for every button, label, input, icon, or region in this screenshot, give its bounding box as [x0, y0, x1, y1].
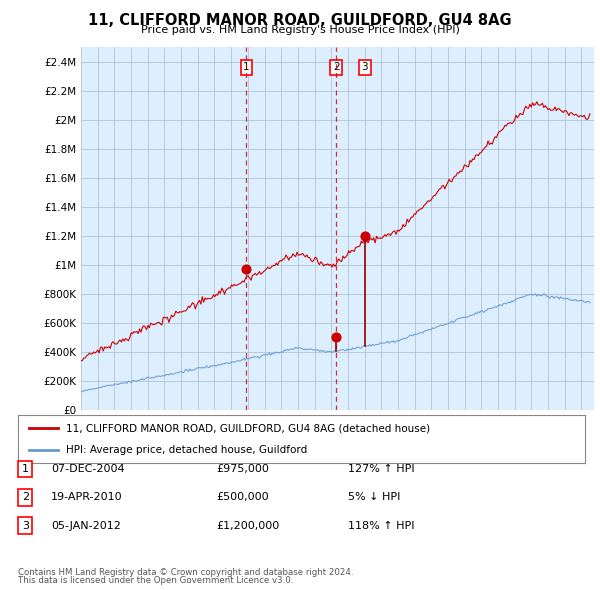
Text: £975,000: £975,000 [216, 464, 269, 474]
Text: HPI: Average price, detached house, Guildford: HPI: Average price, detached house, Guil… [66, 445, 307, 455]
Text: Contains HM Land Registry data © Crown copyright and database right 2024.: Contains HM Land Registry data © Crown c… [18, 568, 353, 577]
Text: 127% ↑ HPI: 127% ↑ HPI [348, 464, 415, 474]
Point [360, 231, 370, 241]
Text: Price paid vs. HM Land Registry's House Price Index (HPI): Price paid vs. HM Land Registry's House … [140, 25, 460, 35]
Text: 5% ↓ HPI: 5% ↓ HPI [348, 493, 400, 502]
Text: This data is licensed under the Open Government Licence v3.0.: This data is licensed under the Open Gov… [18, 576, 293, 585]
Text: £500,000: £500,000 [216, 493, 269, 502]
Text: 07-DEC-2004: 07-DEC-2004 [51, 464, 125, 474]
Text: 1: 1 [243, 62, 250, 72]
Text: 3: 3 [22, 521, 29, 530]
Text: 11, CLIFFORD MANOR ROAD, GUILDFORD, GU4 8AG: 11, CLIFFORD MANOR ROAD, GUILDFORD, GU4 … [88, 13, 512, 28]
Text: 1: 1 [22, 464, 29, 474]
Text: £1,200,000: £1,200,000 [216, 521, 279, 530]
Text: 19-APR-2010: 19-APR-2010 [51, 493, 122, 502]
Text: 11, CLIFFORD MANOR ROAD, GUILDFORD, GU4 8AG (detached house): 11, CLIFFORD MANOR ROAD, GUILDFORD, GU4 … [66, 423, 430, 433]
Text: 05-JAN-2012: 05-JAN-2012 [51, 521, 121, 530]
Text: 2: 2 [333, 62, 340, 72]
Point [242, 264, 251, 273]
Point [331, 333, 341, 342]
Text: 2: 2 [22, 493, 29, 502]
Text: 118% ↑ HPI: 118% ↑ HPI [348, 521, 415, 530]
Text: 3: 3 [361, 62, 368, 72]
